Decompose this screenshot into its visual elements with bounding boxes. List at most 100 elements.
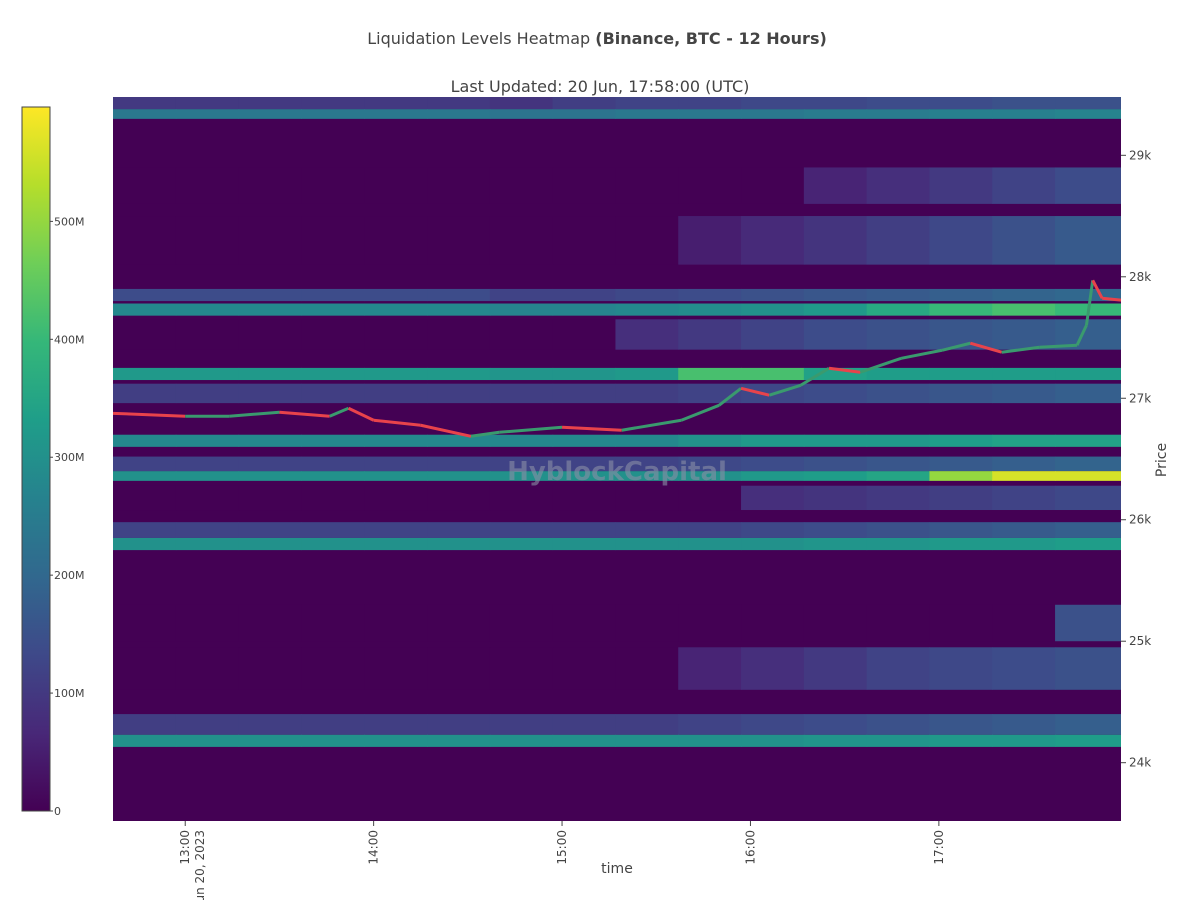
heat-cell	[489, 647, 554, 690]
heat-cell	[678, 303, 742, 316]
heat-cell	[238, 216, 302, 265]
y-tick-label: 27k	[1129, 391, 1151, 405]
heat-cell	[238, 734, 302, 747]
heat-cell	[678, 734, 742, 747]
heat-cell	[427, 288, 491, 302]
heat-cell	[1055, 522, 1121, 538]
heat-cell	[1055, 647, 1121, 690]
heat-cell	[992, 471, 1056, 481]
colorbar-tick-label: 0	[54, 805, 61, 818]
x-tick-label: 15:00	[555, 830, 569, 865]
heat-cell	[678, 647, 742, 690]
heat-cell	[238, 456, 302, 472]
heat-cell	[741, 456, 805, 472]
heat-cell	[866, 734, 930, 747]
heat-cell	[364, 647, 428, 690]
title-bold: (Binance, BTC - 12 Hours)	[595, 29, 827, 48]
heat-cell	[741, 471, 805, 481]
heat-cell	[866, 216, 930, 265]
heat-cell	[364, 109, 428, 119]
heat-cell	[615, 734, 679, 747]
heat-cell	[929, 604, 993, 642]
heat-cell	[803, 537, 868, 551]
heat-cell	[929, 734, 993, 747]
heat-cell	[741, 734, 805, 747]
heat-cell	[489, 604, 554, 642]
heat-cell	[113, 647, 177, 690]
heat-cell	[992, 647, 1056, 690]
heat-cell	[175, 319, 240, 350]
y-tick-label: 28k	[1129, 270, 1151, 284]
heat-cell	[175, 522, 240, 538]
heat-cell	[929, 714, 993, 735]
heat-cell	[364, 434, 428, 447]
heat-cell	[1055, 734, 1121, 747]
heat-cell	[238, 485, 302, 511]
colorbar-tick-label: 400M	[54, 333, 85, 346]
heat-cell	[427, 604, 491, 642]
heat-cell	[301, 367, 365, 381]
y-tick-label: 29k	[1129, 148, 1151, 162]
heat-cell	[489, 167, 554, 204]
heat-cell	[929, 367, 993, 381]
heat-cell	[552, 97, 616, 110]
heat-cell	[552, 537, 616, 551]
heat-cell	[992, 604, 1056, 642]
heat-cell	[741, 303, 805, 316]
price-segment	[420, 423, 472, 438]
heat-cell	[113, 216, 177, 265]
colorbar-tick-label: 500M	[54, 215, 85, 228]
heat-cell	[992, 97, 1056, 110]
heat-cell	[803, 471, 868, 481]
heat-cell	[992, 109, 1056, 119]
heat-cell	[929, 522, 993, 538]
heat-cell	[427, 714, 491, 735]
price-segment	[1102, 296, 1121, 302]
heat-cell	[615, 109, 679, 119]
heat-cell	[113, 288, 177, 302]
heat-cell	[489, 367, 554, 381]
heat-cell	[489, 734, 554, 747]
heat-cell	[113, 537, 177, 551]
colorbar-tick-label: 200M	[54, 569, 85, 582]
heat-cell	[301, 522, 365, 538]
heat-cell	[678, 714, 742, 735]
heat-cell	[741, 367, 805, 381]
heat-cell	[113, 456, 177, 472]
heat-cell	[364, 216, 428, 265]
price-segment	[969, 341, 1003, 354]
heat-cell	[489, 456, 554, 472]
heat-cell	[992, 383, 1056, 404]
heat-cell	[489, 485, 554, 511]
heat-cell	[175, 434, 240, 447]
price-segment	[329, 406, 350, 418]
x-date-label: Jun 20, 2023	[193, 830, 207, 900]
heat-cell	[427, 485, 491, 511]
heat-cell	[803, 383, 868, 404]
heat-cell	[929, 97, 993, 110]
heat-cell	[866, 319, 930, 350]
price-line	[113, 279, 1121, 438]
heat-cell	[427, 734, 491, 747]
heat-cell	[364, 734, 428, 747]
heat-cell	[803, 604, 868, 642]
heat-cell	[301, 647, 365, 690]
heat-cell	[301, 303, 365, 316]
heat-cell	[741, 167, 805, 204]
price-segment	[1091, 279, 1104, 299]
heat-cell	[866, 367, 930, 381]
price-segment	[1075, 324, 1088, 346]
y-axis-label: Price	[1154, 443, 1170, 477]
heat-cell	[113, 604, 177, 642]
heat-cell	[175, 109, 240, 119]
heat-cell	[929, 109, 993, 119]
colorbar-tick-label: 300M	[54, 451, 85, 464]
heat-cell	[113, 367, 177, 381]
heat-cell	[929, 485, 993, 511]
heat-cell	[803, 167, 868, 204]
heat-cell	[803, 319, 868, 350]
heat-cell	[113, 485, 177, 511]
heat-cell	[615, 367, 679, 381]
heat-cell	[301, 288, 365, 302]
